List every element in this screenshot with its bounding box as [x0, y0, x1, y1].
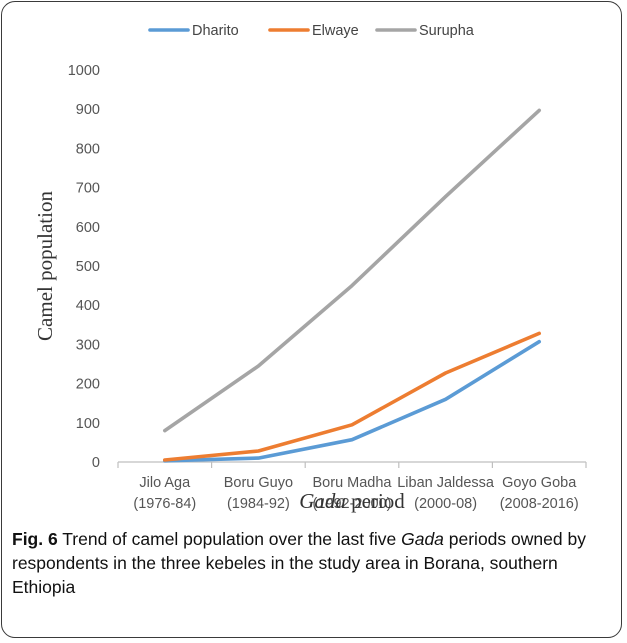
y-tick-label: 100: [76, 416, 100, 432]
x-axis-title: Gada period: [299, 489, 405, 513]
x-tick-label: (2000-08): [414, 496, 477, 512]
line-chart: Dharito Elwaye Surupha 0 100 200 300 400 500 600…: [33, 23, 587, 513]
y-tick-label: 600: [76, 220, 100, 236]
y-tick-label: 800: [76, 141, 100, 157]
x-tick-label: Liban Jaldessa: [397, 475, 495, 491]
y-tick-label: 900: [76, 102, 100, 118]
y-axis-title: Camel population: [33, 191, 57, 341]
series-group: [163, 108, 542, 463]
y-axis: 0 100 200 300 400 500 600 700 800 900 1000: [68, 63, 100, 471]
series-line-surupha: [163, 108, 542, 433]
series-line-dharito: [163, 339, 542, 463]
x-tick-label: (2008-2016): [500, 496, 579, 512]
x-tick-label: Jilo Aga: [139, 475, 191, 491]
y-tick-label: 0: [92, 455, 100, 471]
x-axis: Jilo Aga (1976-84) Boru Guyo (1984-92) Boru …: [117, 461, 587, 512]
legend-label-elwaye: Elwaye: [312, 23, 359, 39]
caption-text-1: Trend of camel population over the last …: [57, 529, 402, 549]
x-tick-label: Boru Madha: [313, 475, 393, 491]
caption-italic: Gada: [401, 529, 444, 549]
x-tick-label: (1984-92): [227, 496, 290, 512]
legend-label-surupha: Surupha: [419, 23, 475, 39]
y-tick-label: 1000: [68, 63, 100, 79]
x-tick-label: Goyo Goba: [502, 475, 577, 491]
y-tick-label: 300: [76, 337, 100, 353]
y-tick-label: 400: [76, 298, 100, 314]
x-tick-label: Boru Guyo: [224, 475, 293, 491]
figure-label: Fig. 6: [12, 529, 58, 549]
y-tick-label: 700: [76, 181, 100, 197]
caption-text-2: periods owned by respondents in the thre…: [12, 529, 586, 597]
y-tick-label: 500: [76, 259, 100, 275]
figure-caption: Fig. 6 Trend of camel population over th…: [12, 527, 608, 599]
x-axis-title-italic: Gada: [299, 489, 346, 513]
series-line-elwaye: [163, 331, 542, 462]
x-tick-label: (1976-84): [133, 496, 196, 512]
x-tick-label: (1992-2000): [313, 496, 392, 512]
y-tick-label: 200: [76, 377, 100, 393]
legend: Dharito Elwaye Surupha: [148, 23, 475, 39]
legend-label-dharito: Dharito: [192, 23, 239, 39]
x-axis-title-rest: period: [346, 489, 405, 513]
